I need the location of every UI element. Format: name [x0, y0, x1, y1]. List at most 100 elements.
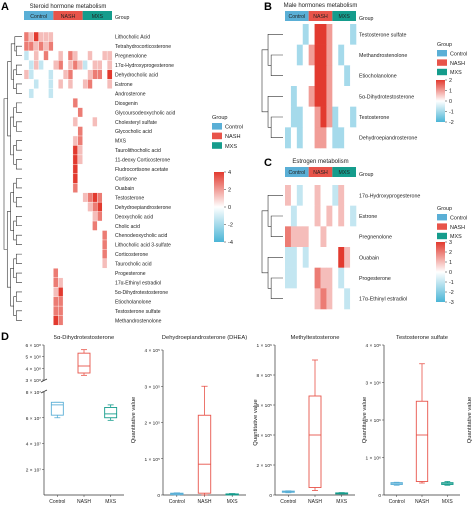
- a-cell: [87, 296, 93, 307]
- b-cell: [290, 86, 298, 107]
- a-cell: [67, 107, 74, 118]
- a-cell: [23, 107, 30, 118]
- a-dendrogram-branch: [15, 272, 22, 283]
- a-cell: [92, 211, 98, 222]
- a-cell: [43, 69, 49, 80]
- d5-box-nash: [308, 395, 322, 488]
- a-cell: [33, 239, 40, 250]
- c-cell: [314, 185, 321, 206]
- a-cell: [87, 277, 93, 288]
- a-cell: [48, 60, 54, 71]
- b-cell: [290, 24, 298, 45]
- a-cell: [77, 97, 84, 109]
- c-cell: [350, 267, 357, 289]
- a-cell: [82, 258, 89, 269]
- a-cell: [38, 211, 45, 222]
- a-cell: [58, 268, 64, 279]
- a-cell: [67, 305, 74, 317]
- b-group-label: MXS: [339, 14, 351, 20]
- a-row-label: Corticosterone: [115, 252, 148, 258]
- c-cell: [338, 247, 345, 268]
- b-cell: [314, 127, 321, 149]
- b-cell: [350, 24, 357, 45]
- b-cell: [314, 106, 321, 128]
- a-cell: [72, 79, 79, 90]
- a-cell: [92, 277, 98, 288]
- a-cell: [82, 201, 89, 213]
- a-dendrogram-branch: [3, 98, 8, 250]
- b-dendrogram-branch: [267, 96, 283, 128]
- a-cell: [87, 211, 93, 222]
- a-cell: [53, 258, 59, 269]
- a-cell: [72, 173, 79, 184]
- b-cell: [320, 65, 327, 87]
- a-cell: [28, 296, 35, 307]
- a-cell: [106, 192, 113, 203]
- b-legend-swatch: [437, 59, 447, 66]
- a-cell: [102, 239, 108, 250]
- d6-y-tick-label: 4 × 10⁶: [366, 343, 381, 349]
- a-cell: [77, 258, 84, 269]
- b-cell: [302, 127, 309, 149]
- a-cell: [48, 97, 54, 109]
- a-row-label: Glycoursodeoxycholic acid: [115, 110, 175, 116]
- a-cell: [33, 315, 40, 326]
- a-cell: [67, 220, 74, 231]
- a-cell: [33, 31, 40, 42]
- a-cell: [28, 268, 35, 279]
- a-dendrogram-branch: [13, 220, 17, 241]
- c-cell: [350, 205, 357, 227]
- a-cell: [97, 230, 103, 241]
- a-cell: [62, 173, 69, 184]
- a-cell: [48, 116, 54, 128]
- a-cell: [38, 116, 45, 128]
- a-cell: [97, 296, 103, 307]
- b-legend-title: Group: [437, 42, 452, 48]
- a-cell: [97, 60, 103, 71]
- a-cell: [102, 192, 108, 203]
- a-cell: [33, 173, 40, 184]
- a-group-label: MXS: [92, 14, 104, 20]
- d4-y-tick-label: 4 × 10⁵: [145, 348, 160, 354]
- c-legend-label: Control: [450, 215, 467, 221]
- a-cell: [67, 164, 74, 175]
- panel-b: Male hormones metabolism Control NASH MXS Gr…: [261, 3, 467, 149]
- c-cell: [285, 247, 292, 268]
- a-cell: [58, 305, 64, 317]
- a-cell: [77, 211, 84, 222]
- a-cell: [53, 201, 59, 213]
- a-cell: [87, 164, 93, 175]
- a-cell: [92, 192, 98, 203]
- c-cell: [302, 205, 309, 227]
- a-cell: [48, 258, 54, 269]
- a-cell: [33, 116, 40, 128]
- a-cell: [48, 31, 54, 42]
- a-cell: [102, 296, 108, 307]
- a-cell: [87, 192, 93, 203]
- a-row-label: 17α-Ethinyl estradiol: [115, 280, 161, 286]
- c-cell: [338, 205, 345, 227]
- a-cell: [72, 258, 79, 269]
- b-cell: [302, 86, 309, 107]
- a-cell: [58, 97, 64, 109]
- b-cell: [302, 106, 309, 128]
- a-cell: [43, 135, 49, 146]
- a-legend-label: Control: [225, 125, 243, 131]
- d3-y-tick-label: 4 × 10⁷: [26, 442, 41, 448]
- b-group-bar-title: Group: [359, 16, 374, 22]
- a-cell: [102, 201, 108, 213]
- a-cell: [92, 69, 98, 80]
- a-cell: [62, 97, 69, 109]
- c-cell: [320, 205, 327, 227]
- a-cell: [43, 50, 49, 61]
- c-group-bar-nash: [308, 167, 333, 177]
- a-cell: [38, 154, 45, 165]
- a-cell: [23, 239, 30, 250]
- a-cell: [67, 135, 74, 146]
- a-cell: [58, 60, 64, 71]
- a-cell: [106, 173, 113, 184]
- a-row-label: Estrone: [115, 82, 133, 88]
- c-cell: [350, 226, 357, 248]
- a-cell: [92, 154, 98, 165]
